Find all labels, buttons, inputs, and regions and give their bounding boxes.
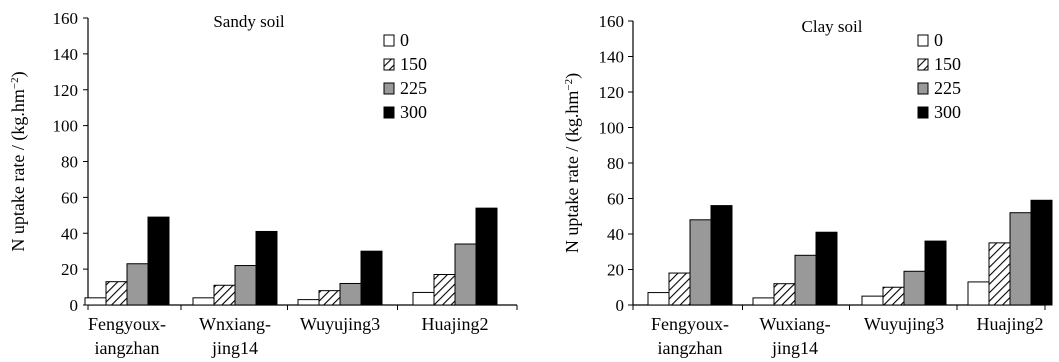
bar-hatch	[318, 290, 341, 306]
bar-white	[84, 297, 107, 306]
bar-hatch	[882, 286, 905, 306]
y-tick-label: 20	[607, 261, 624, 280]
bar-gray	[794, 254, 817, 306]
y-tick-label: 140	[599, 48, 625, 67]
y-tick-label: 140	[53, 45, 79, 64]
bar-white	[752, 297, 775, 306]
y-tick-label: 60	[607, 190, 624, 209]
bar-black	[815, 231, 838, 306]
bar-hatch	[105, 281, 128, 306]
y-tick-label: 100	[599, 119, 625, 138]
chart-sandy-soil: 0 20 40 60 80 100 120 140 160 Fengyoux-iangzhan Wn…	[8, 9, 518, 358]
y-tick-label: 160	[599, 12, 625, 31]
legend-label: 0	[400, 30, 409, 50]
bar-black	[1030, 199, 1053, 306]
bar-black	[710, 205, 733, 306]
category-label: jing14	[211, 338, 258, 358]
bar-white	[192, 297, 215, 306]
legend-swatch	[383, 82, 395, 95]
bar-gray	[234, 265, 257, 306]
y-tick-label: 60	[61, 188, 78, 207]
category-label: iangzhan	[95, 338, 160, 358]
bar-hatch	[773, 283, 796, 306]
bar-hatch	[988, 242, 1011, 306]
bar-gray	[126, 263, 149, 306]
y-tick-label: 80	[607, 154, 624, 173]
chart-title: Sandy soil	[213, 12, 285, 31]
legend-swatch	[383, 106, 395, 119]
y-tick-label: 160	[53, 9, 79, 28]
y-tick-label: 0	[70, 296, 79, 315]
category-label: iangzhan	[658, 338, 723, 358]
legend-swatch	[917, 106, 929, 119]
legend-swatch	[383, 58, 395, 71]
chart-clay-soil: 0 20 40 60 80 100 120 140 160 Fengyoux-iangzhan Wu…	[562, 12, 1053, 358]
category-label: Huajing2	[422, 314, 489, 334]
bar-black	[475, 207, 498, 306]
category-label: Fengyoux-	[651, 314, 729, 334]
bar-gray	[454, 243, 477, 306]
bar-white	[967, 281, 990, 306]
legend-label: 300	[400, 102, 427, 122]
y-tick-label: 80	[61, 153, 78, 172]
legend-swatch	[917, 34, 929, 47]
bar-gray	[339, 282, 362, 306]
category-label: Wuxiang-	[759, 314, 830, 334]
y-tick-label: 120	[53, 81, 79, 100]
legend-label: 225	[400, 78, 427, 98]
bar-white	[412, 291, 435, 306]
legend-label: 150	[934, 54, 961, 74]
category-label: Wnxiang-	[199, 314, 271, 334]
y-tick-label: 100	[53, 117, 79, 136]
chart-title: Clay soil	[802, 17, 863, 36]
bar-hatch	[668, 272, 691, 306]
y-tick-label: 0	[616, 296, 625, 315]
bar-gray	[689, 219, 712, 306]
category-label: Huajing2	[977, 314, 1044, 334]
legend-swatch	[917, 82, 929, 95]
category-label: Wuyujing3	[864, 314, 944, 334]
legend-label: 150	[400, 54, 427, 74]
category-label: Wuyujing3	[300, 314, 380, 334]
bar-white	[861, 295, 884, 306]
y-axis-label: N uptake rate / (kg.hm−2)	[562, 73, 583, 253]
y-axis-label: N uptake rate / (kg.hm−2)	[8, 71, 29, 251]
bar-gray	[903, 270, 926, 306]
legend-swatch	[917, 58, 929, 71]
category-label: jing14	[771, 338, 818, 358]
legend-swatch	[383, 34, 395, 47]
bar-gray	[1009, 212, 1032, 306]
legend-label: 0	[934, 30, 943, 50]
bar-black	[360, 250, 383, 306]
y-tick-label: 40	[61, 224, 78, 243]
category-label: Fengyoux-	[88, 314, 166, 334]
y-tick-label: 20	[61, 260, 78, 279]
y-tick-label: 40	[607, 225, 624, 244]
bar-white	[647, 292, 670, 306]
bar-white	[297, 299, 320, 306]
legend-label: 225	[934, 78, 961, 98]
bar-black	[147, 216, 170, 306]
bar-black	[255, 230, 278, 306]
bar-black	[924, 240, 947, 306]
bar-hatch	[213, 284, 236, 306]
y-tick-label: 120	[599, 83, 625, 102]
bar-hatch	[433, 274, 456, 306]
legend-label: 300	[934, 102, 961, 122]
